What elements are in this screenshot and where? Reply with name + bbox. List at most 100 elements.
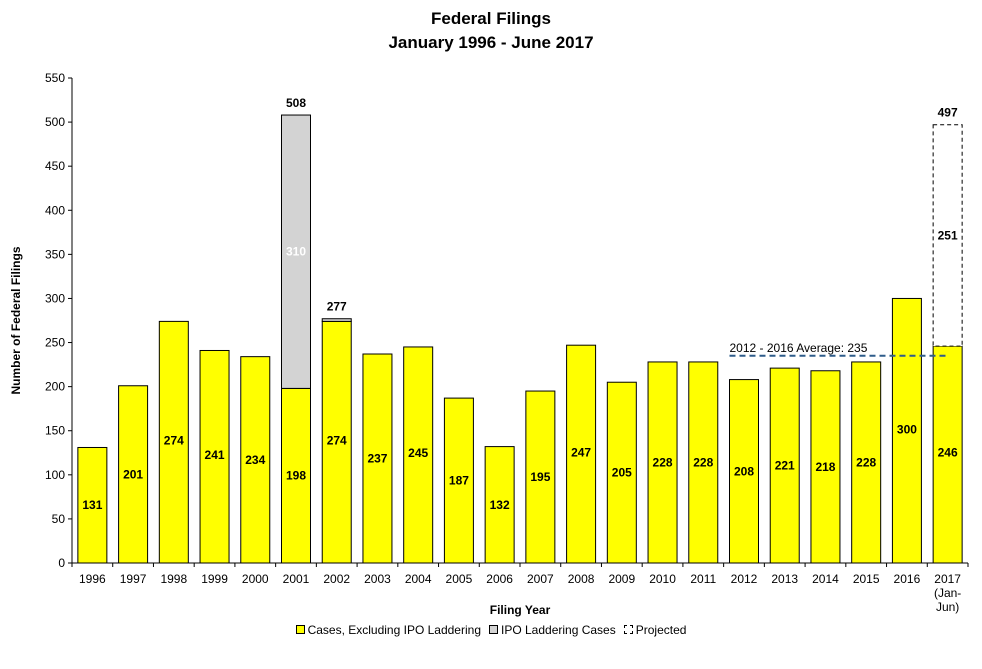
bar-cases-excluding-ipo [729,379,759,564]
chart-legend: Cases, Excluding IPO Laddering IPO Ladder… [0,622,982,638]
bar-cases-excluding-ipo [281,387,311,564]
bar-ipo-laddering [321,318,352,322]
x-tick-label: 2002 [323,572,350,586]
bar-value-label: 187 [449,474,469,488]
bar-value-label: 300 [897,422,917,436]
bar-total-label: 497 [938,106,958,120]
x-tick-label: 2015 [853,572,880,586]
legend-swatch [489,625,498,634]
y-tick-label: 350 [45,247,65,261]
legend-item: IPO Laddering Cases [489,622,616,638]
bar-cases-excluding-ipo [484,446,515,564]
x-tick-label: 1997 [120,572,147,586]
bar-value-label: 205 [612,466,632,480]
x-tick-label: 2006 [486,572,513,586]
bar-value-label: 132 [490,498,510,512]
bar-projected [932,124,963,347]
bar-value-label: 201 [123,467,143,481]
y-tick-label: 200 [45,380,65,394]
bar-value-label-laddering: 310 [286,245,306,259]
bar-value-label: 221 [775,459,795,473]
bar-value-label: 247 [571,445,591,459]
bar-cases-excluding-ipo [932,345,963,564]
y-tick-label: 250 [45,336,65,350]
bar-cases-excluding-ipo [606,381,637,564]
x-tick-label: 2008 [568,572,595,586]
bar-cases-excluding-ipo [199,349,230,564]
bar-cases-excluding-ipo [810,370,841,564]
bar-cases-excluding-ipo [403,346,434,564]
y-tick-label: 450 [45,159,65,173]
y-tick-label: 500 [45,115,65,129]
x-tick-sublabel: Jun) [936,600,959,614]
x-axis-title: Filing Year [490,603,551,617]
y-tick-label: 0 [58,556,65,570]
bar-total-label: 508 [286,96,306,110]
bar-value-label: 228 [856,455,876,469]
bar-cases-excluding-ipo [118,385,149,564]
x-tick-label: 2001 [283,572,310,586]
bar-cases-excluding-ipo [443,397,474,564]
legend-swatch [623,625,633,634]
legend-item: Cases, Excluding IPO Laddering [295,622,481,638]
x-tick-label: 2017 [934,572,961,586]
x-tick-label: 1996 [79,572,106,586]
y-tick-label: 150 [45,424,65,438]
bar-cases-excluding-ipo [851,361,882,564]
x-tick-label: 2010 [649,572,676,586]
x-tick-label: 2000 [242,572,269,586]
bar-cases-excluding-ipo [362,353,393,564]
chart-title: Federal Filings [431,9,551,28]
x-tick-sublabel: (Jan- [934,586,961,600]
y-tick-label: 300 [45,291,65,305]
x-tick-label: 2011 [690,572,716,586]
bar-value-label: 198 [286,469,306,483]
bar-value-label: 195 [530,470,550,484]
legend-label: Projected [635,623,687,637]
x-tick-label: 2014 [812,572,839,586]
bar-cases-excluding-ipo [525,390,556,564]
bar-cases-excluding-ipo [158,320,189,564]
y-tick-label: 50 [52,512,66,526]
legend-item: Projected [623,622,687,638]
bar-cases-excluding-ipo [891,297,922,564]
bar-value-label: 241 [205,448,225,462]
x-tick-label: 1999 [201,572,228,586]
x-tick-label: 2012 [731,572,758,586]
x-tick-label: 2007 [527,572,554,586]
bar-value-label: 234 [245,453,265,467]
x-tick-label: 2009 [608,572,635,586]
y-axis-title: Number of Federal Filings [9,246,23,394]
bar-value-label: 228 [653,455,673,469]
x-tick-label: 2013 [771,572,798,586]
bar-value-label: 246 [938,446,958,460]
bar-value-label: 131 [82,498,102,512]
legend-label: IPO Laddering Cases [501,623,616,637]
legend-swatch [295,625,305,634]
bar-cases-excluding-ipo [240,356,271,564]
bar-value-label: 274 [164,434,184,448]
x-tick-label: 2016 [894,572,921,586]
bar-cases-excluding-ipo [566,344,597,564]
bar-value-label: 228 [693,455,713,469]
bar-value-label: 237 [367,452,387,466]
bar-value-label: 218 [815,460,835,474]
x-tick-label: 1998 [160,572,187,586]
y-tick-label: 550 [45,71,65,85]
legend-label: Cases, Excluding IPO Laddering [307,623,481,637]
x-tick-label: 2004 [405,572,432,586]
bar-ipo-laddering [281,114,311,389]
bar-value-label: 245 [408,446,428,460]
bar-value-label: 274 [327,434,347,448]
bar-total-label: 277 [327,300,347,314]
bar-value-label-projected: 251 [938,228,958,242]
average-reference-label: 2012 - 2016 Average: 235 [730,341,868,355]
y-tick-label: 100 [45,468,65,482]
bar-value-label: 208 [734,464,754,478]
bar-cases-excluding-ipo [647,361,678,564]
bar-cases-excluding-ipo [77,446,108,564]
bar-cases-excluding-ipo [769,367,800,564]
x-tick-label: 2005 [446,572,473,586]
chart-subtitle: January 1996 - June 2017 [388,33,594,52]
